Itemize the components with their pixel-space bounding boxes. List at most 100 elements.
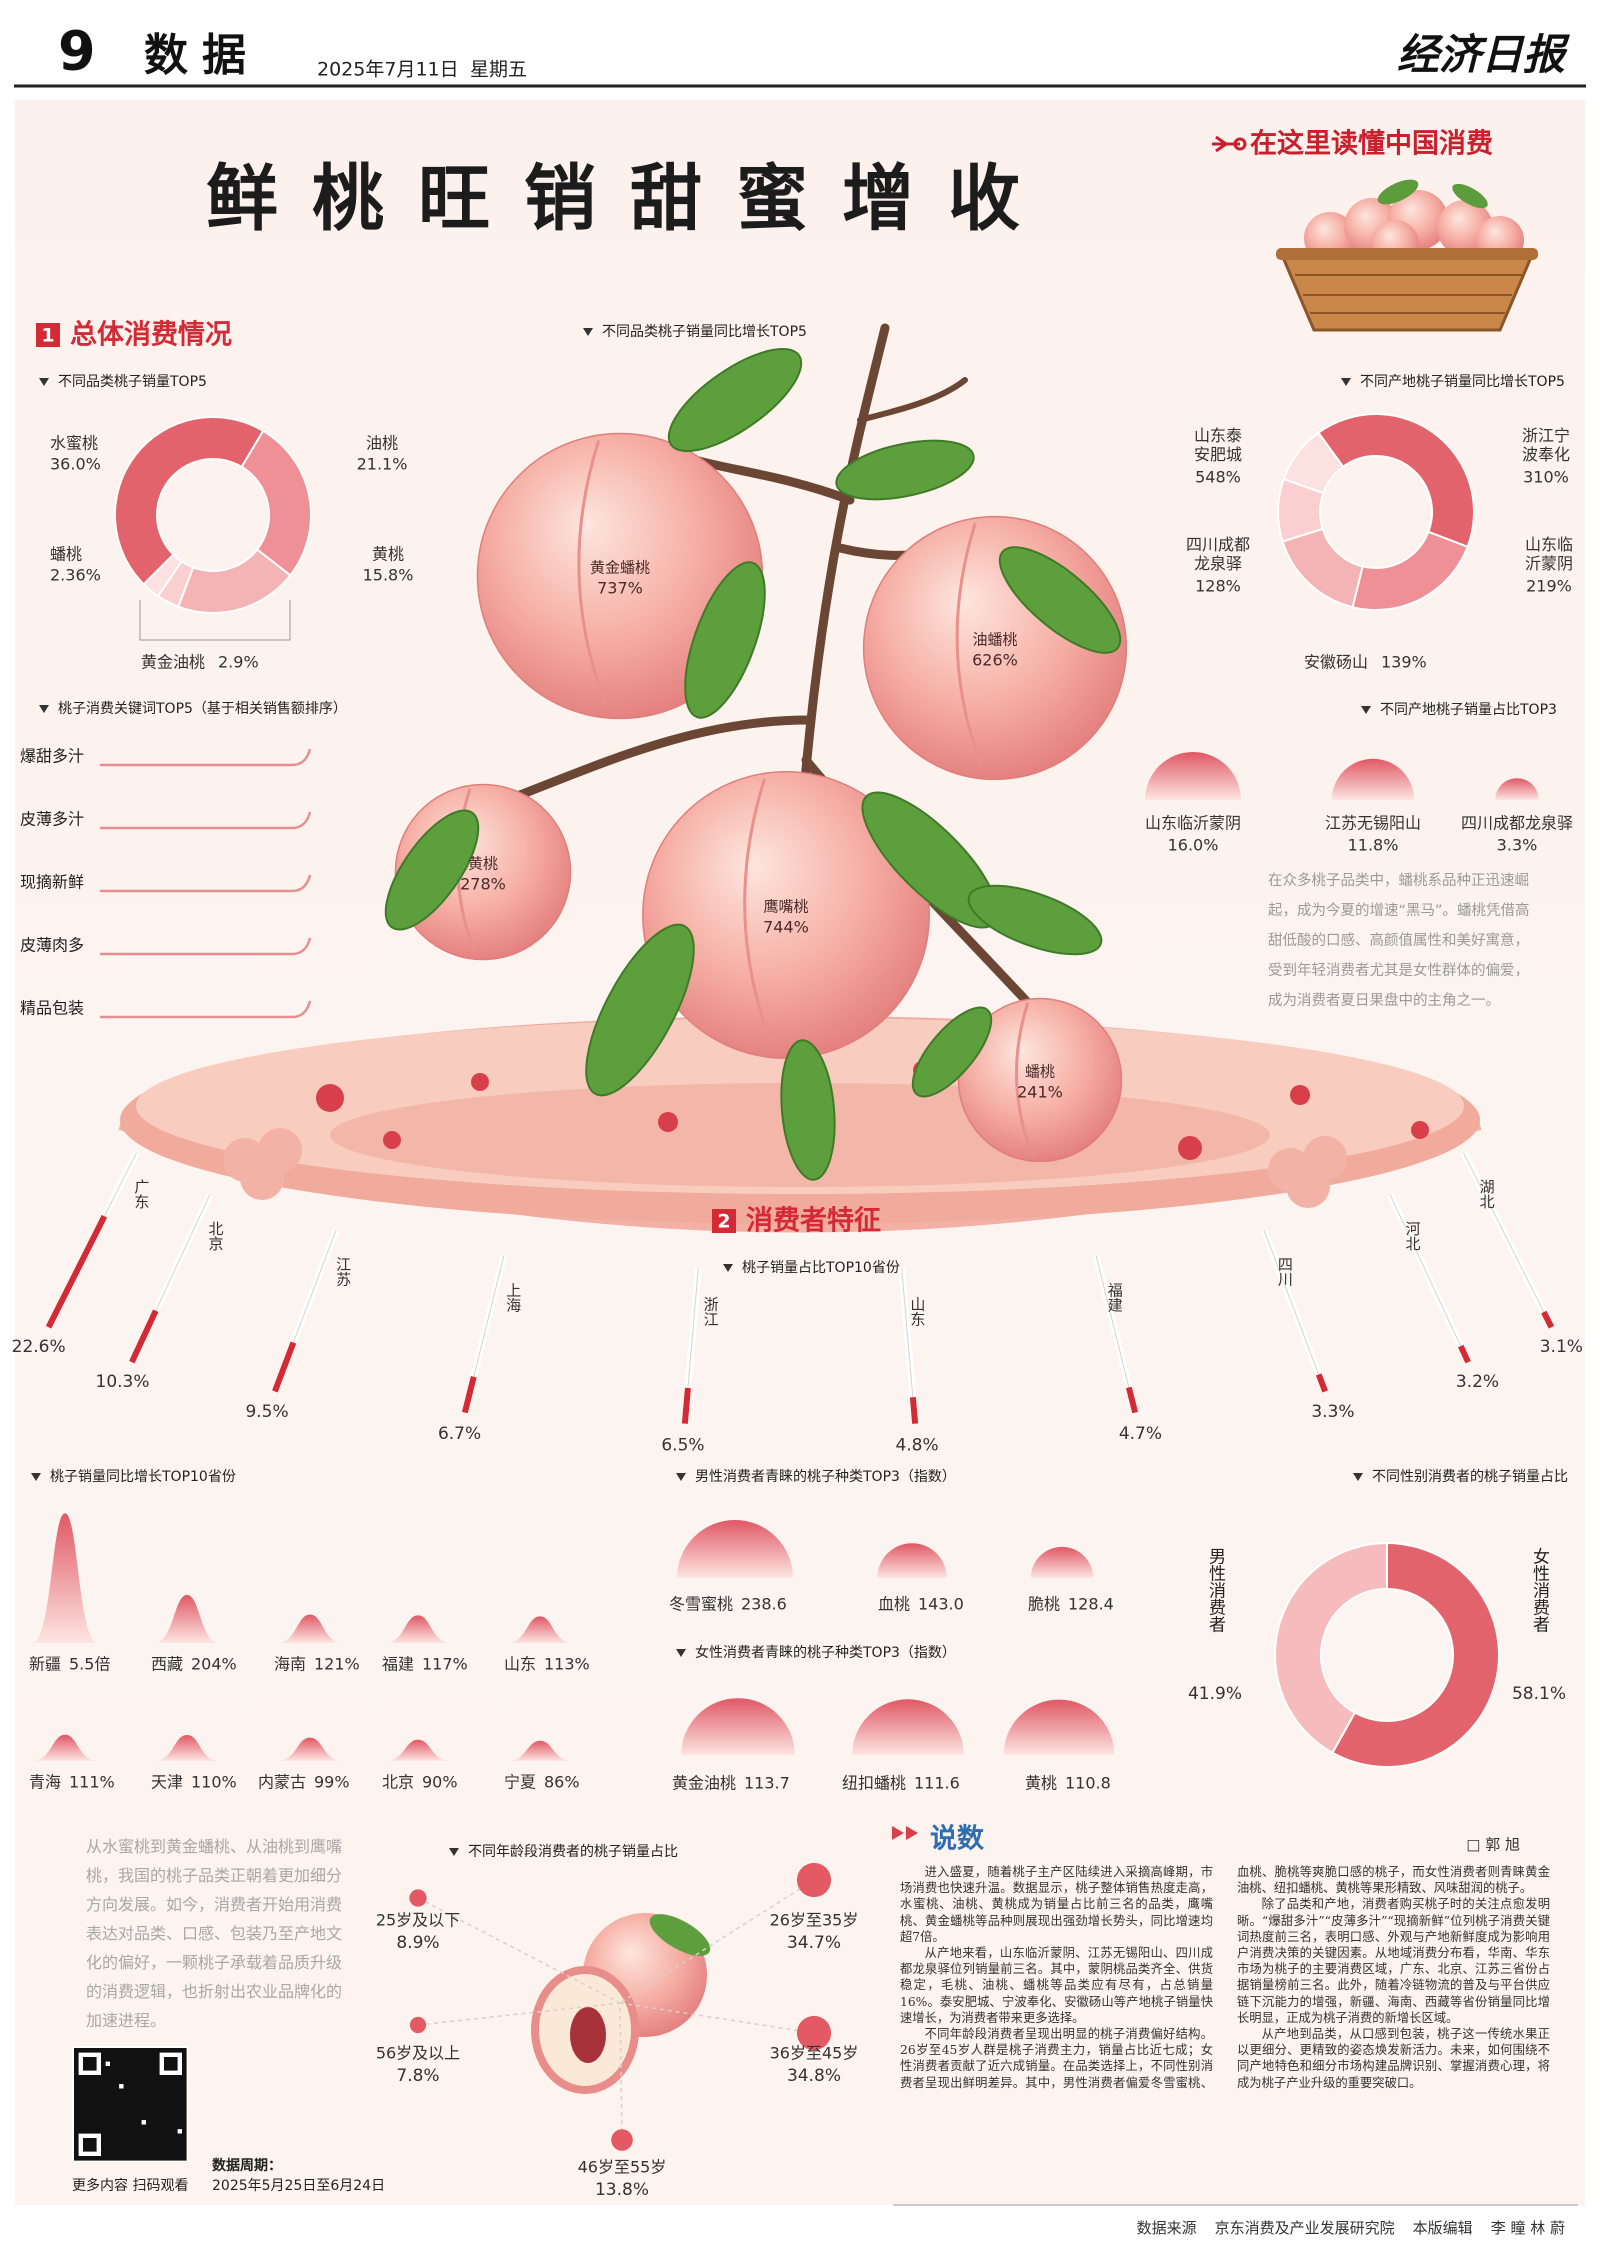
category-label: 血桃	[878, 1595, 910, 1614]
qr-cell	[105, 2133, 111, 2139]
qr-cell	[78, 2102, 84, 2107]
qr-cell	[105, 2129, 111, 2134]
qr-cell	[146, 2120, 151, 2125]
qr-cell	[141, 2070, 147, 2076]
qr-cell	[128, 2093, 133, 2098]
province-name: 内蒙古	[258, 1773, 306, 1792]
value-label: 113%	[544, 1655, 590, 1674]
qr-cell	[132, 2156, 138, 2161]
qr-cell	[87, 2088, 93, 2094]
qr-cell	[159, 2120, 165, 2125]
qr-cell	[119, 2093, 124, 2098]
qr-cell	[146, 2079, 151, 2085]
donut-segment	[1282, 431, 1345, 495]
subtitle-marker	[31, 1473, 41, 1481]
qr-cell	[101, 2115, 106, 2121]
qr-cell	[137, 2102, 142, 2107]
qr-cell	[87, 2084, 93, 2089]
qr-cell	[132, 2129, 138, 2134]
qr-cell	[155, 2111, 160, 2116]
qr-cell	[150, 2052, 156, 2058]
qr-cell	[128, 2102, 133, 2107]
qr-cell	[78, 2156, 84, 2161]
qr-cell	[182, 2111, 187, 2116]
qr-cell	[155, 2106, 160, 2112]
stick-outline	[1095, 1254, 1136, 1413]
qr-cell	[159, 2142, 165, 2148]
peach-value: 241%	[1017, 1083, 1063, 1102]
qr-cell	[173, 2138, 178, 2143]
category-label: 黄金油桃	[141, 653, 205, 672]
qr-cell	[74, 2088, 79, 2094]
qr-cell	[92, 2147, 97, 2152]
qr-cell	[110, 2052, 115, 2058]
qr-cell	[155, 2102, 160, 2107]
category-label-line: 浙江宁	[1522, 426, 1570, 445]
qr-cell	[128, 2124, 133, 2130]
qr-cell	[101, 2088, 106, 2094]
qr-cell	[146, 2075, 151, 2080]
qr-cell	[119, 2102, 124, 2107]
qr-cell	[101, 2151, 106, 2157]
value-label: 10.3%	[96, 1372, 150, 1392]
qr-cell	[168, 2079, 174, 2085]
province-name: 福建	[1106, 1282, 1124, 1312]
age-dot	[796, 2015, 832, 2051]
category-label: 25岁及以下	[376, 1911, 460, 1930]
qr-cell	[146, 2093, 151, 2098]
qr-cell	[87, 2048, 93, 2053]
qr-cell	[155, 2129, 160, 2134]
category-label-line: 龙泉驿	[1194, 554, 1242, 573]
subtitle: 桃子销量占比TOP10省份	[742, 1260, 900, 1276]
value-label: 7.8%	[396, 2066, 439, 2086]
qr-cell	[132, 2061, 138, 2067]
value-label: 22.6%	[12, 1337, 66, 1357]
qr-cell	[114, 2115, 120, 2121]
qr-cell	[96, 2097, 102, 2103]
qr-cell	[87, 2115, 93, 2121]
qr-cell	[92, 2138, 97, 2143]
subtitle: 桃子消费关键词TOP5（基于相关销售额排序）	[58, 700, 347, 717]
qr-cell	[182, 2115, 187, 2121]
age-connector	[417, 2002, 621, 2026]
qr-cell	[96, 2084, 102, 2089]
province-name: 湖北	[1478, 1179, 1496, 1209]
value-label: 139%	[1381, 653, 1427, 672]
qr-cell	[150, 2147, 156, 2152]
qr-cell	[159, 2106, 165, 2112]
peach	[957, 997, 1123, 1163]
qr-cell	[96, 2111, 102, 2116]
qr-cell	[182, 2066, 187, 2071]
qr-cell	[168, 2156, 174, 2161]
keyword: 皮薄多汁	[20, 810, 84, 829]
qr-cell	[141, 2061, 147, 2067]
subtitle: 不同性别消费者的桃子销量占比	[1372, 1469, 1568, 1485]
qr-cell	[155, 2057, 160, 2062]
age-dot	[409, 1889, 427, 1907]
peach-value: 626%	[972, 651, 1018, 670]
qr-cell	[132, 2106, 138, 2112]
qr-cell	[101, 2097, 106, 2103]
qr-cell	[132, 2151, 138, 2157]
section-title: 消费者特征	[746, 1206, 881, 1237]
qr-cell	[164, 2111, 169, 2116]
qr-cell	[123, 2097, 129, 2103]
qr-cell	[150, 2048, 156, 2053]
qr-cell	[146, 2088, 151, 2094]
qr-cell	[74, 2052, 79, 2058]
keyword: 皮薄肉多	[20, 936, 84, 955]
peach-name: 黄桃	[468, 855, 498, 873]
peach-crease	[1014, 1002, 1034, 1154]
qr-cell	[119, 2138, 124, 2143]
value-label: 6.5%	[661, 1436, 704, 1456]
semicircle	[1331, 758, 1415, 800]
share-bar	[1541, 1310, 1555, 1329]
peach-name: 鹰嘴桃	[763, 898, 808, 916]
semicircle	[1495, 778, 1539, 800]
qr-cell	[173, 2102, 178, 2107]
qr-cell	[150, 2156, 156, 2161]
qr-cell	[173, 2133, 178, 2139]
age-connector	[619, 2002, 815, 2034]
subtitle: 不同产地桃子销量同比增长TOP5	[1360, 374, 1565, 390]
